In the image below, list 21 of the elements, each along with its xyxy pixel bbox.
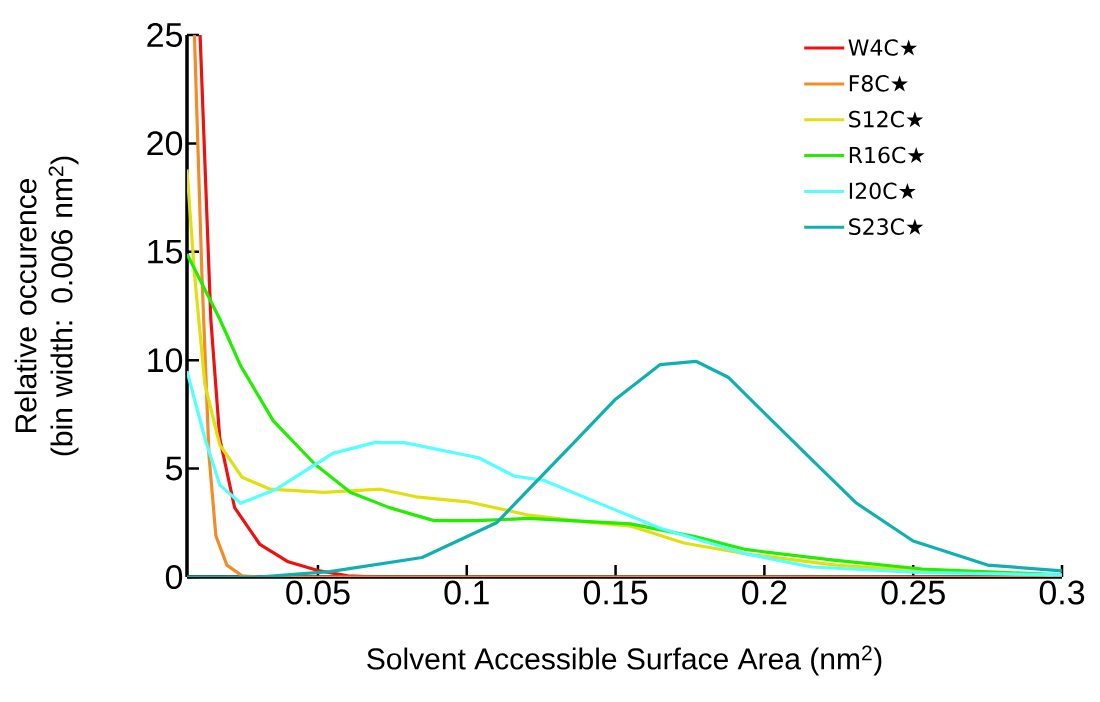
x-tick-label: 0.3 — [1039, 580, 1085, 605]
legend-label: I20C★ — [849, 182, 916, 200]
y-axis-title: Relative occurence (bin width: 0.006 nm$^{2}$) — [14, 156, 79, 456]
y-tick-label: 20 — [147, 131, 183, 156]
x-tick-label: 0.05 — [286, 580, 350, 605]
y-tick-label: 25 — [147, 22, 183, 48]
legend-label: R16C★ — [849, 146, 925, 164]
legend-label: W4C★ — [848, 39, 918, 56]
x-tick-label: 0.25 — [881, 580, 945, 605]
x-axis-title: Solvent Accessible Surface Area (nm$^{2}$) — [367, 645, 882, 676]
x-tick-label: 0.15 — [583, 580, 648, 605]
legend-label: S12C★ — [849, 110, 924, 128]
x-tick-label: 0.2 — [742, 580, 787, 605]
y-tick-label: 15 — [148, 239, 183, 264]
y-tick-label: 0 — [165, 564, 183, 590]
legend-label: F8C★ — [849, 75, 908, 92]
line-series — [192, 34, 1063, 577]
legend-label: S23C★ — [849, 218, 924, 235]
y-tick-label: 10 — [148, 348, 183, 373]
x-tick-label: 0.1 — [444, 580, 489, 605]
y-tick-label: 5 — [165, 456, 183, 481]
